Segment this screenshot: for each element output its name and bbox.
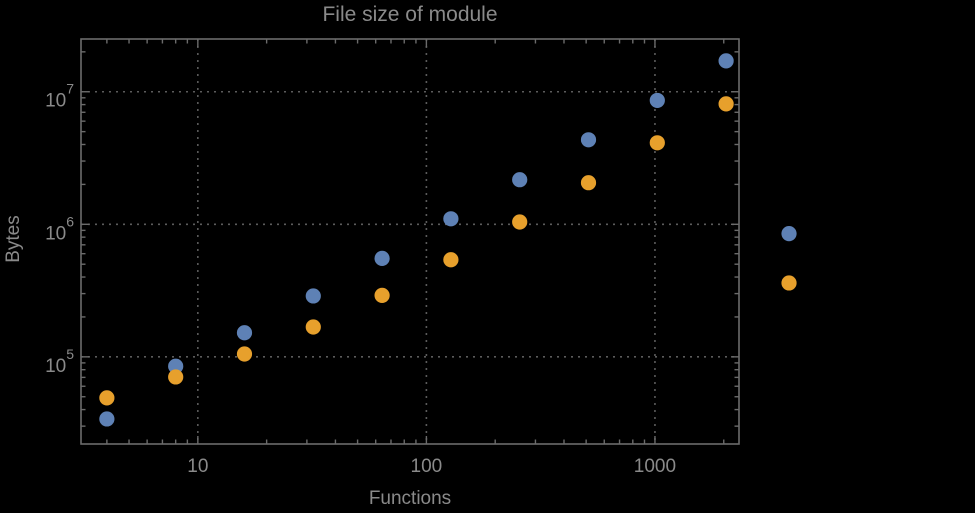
chart-title: File size of module — [322, 3, 498, 26]
data-point-blue-series — [236, 325, 253, 341]
y-axis-label: Bytes — [3, 215, 24, 263]
data-point-blue-series — [718, 53, 734, 69]
data-point-orange-series — [305, 319, 321, 335]
plot-frame — [80, 38, 740, 445]
data-point-orange-series — [512, 214, 528, 230]
x-tick-label: 1000 — [634, 456, 676, 477]
data-point-blue-series — [649, 92, 665, 109]
data-point-blue-series — [305, 288, 321, 304]
y-tick-label: 105 — [45, 346, 74, 377]
data-point-orange-series — [649, 135, 665, 151]
data-point-orange-series — [718, 96, 734, 112]
data-point-blue-series — [99, 411, 115, 427]
y-tick-label: 106 — [45, 213, 74, 244]
data-point-orange-series — [580, 175, 597, 191]
data-point-orange-series — [781, 275, 797, 291]
data-point-orange-series — [168, 369, 184, 385]
data-point-blue-series — [512, 172, 528, 188]
data-point-blue-series — [580, 132, 597, 148]
data-point-orange-series — [374, 287, 390, 303]
y-tick-label: 107 — [45, 81, 74, 112]
data-point-orange-series — [236, 346, 253, 362]
data-point-blue-series — [443, 211, 459, 227]
data-point-blue-series — [168, 358, 184, 374]
data-point-orange-series — [443, 252, 459, 268]
data-point-orange-series — [99, 390, 115, 406]
x-axis-label: Functions — [368, 488, 452, 509]
data-point-blue-series — [781, 226, 797, 242]
data-point-blue-series — [374, 250, 390, 266]
x-tick-label: 10 — [187, 456, 208, 477]
x-tick-label: 100 — [411, 456, 443, 477]
